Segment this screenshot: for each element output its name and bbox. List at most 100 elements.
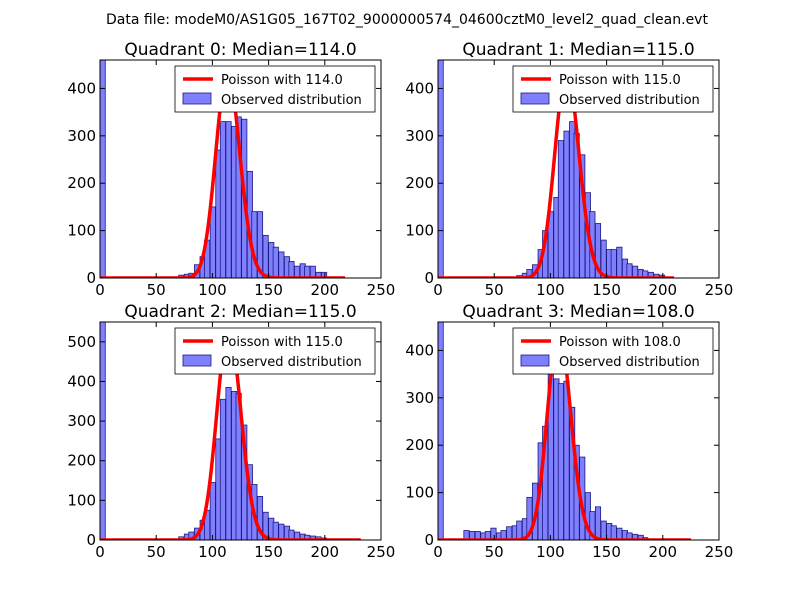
histogram-bar xyxy=(626,263,633,278)
histogram-bar xyxy=(262,234,269,278)
x-tick-label: 150 xyxy=(592,543,621,561)
y-tick-label: 0 xyxy=(86,531,96,549)
histogram-bar xyxy=(600,520,607,540)
histogram-bar xyxy=(272,246,279,278)
panel-0: Quadrant 0: Median=114.0 0 50 100 150 200 250 0… xyxy=(67,40,395,299)
x-tick-label: 150 xyxy=(254,543,283,561)
y-tick-label: 400 xyxy=(405,79,434,97)
legend-observed-swatch xyxy=(520,354,550,367)
legend-observed-label: Observed distribution xyxy=(221,93,362,108)
panel-1-legend: Poisson with 115.0 Observed distribution xyxy=(512,65,714,113)
poisson-curve xyxy=(438,70,675,278)
x-tick-label: 150 xyxy=(592,281,621,299)
histogram-bar xyxy=(100,60,106,278)
x-tick-label: 0 xyxy=(95,543,105,561)
x-tick-label: 250 xyxy=(367,281,396,299)
x-tick-label: 200 xyxy=(648,543,677,561)
x-tick-label: 250 xyxy=(705,543,734,561)
x-tick-label: 100 xyxy=(198,543,227,561)
histogram-bar xyxy=(557,383,564,540)
x-tick-label: 50 xyxy=(485,543,504,561)
histogram-bar xyxy=(438,60,444,278)
legend-poisson-label: Poisson with 115.0 xyxy=(559,73,681,88)
histogram-bar xyxy=(278,251,285,278)
y-tick-label: 200 xyxy=(67,452,96,470)
y-tick-label: 200 xyxy=(405,174,434,192)
x-tick-label: 0 xyxy=(433,543,443,561)
panel-3-title: Quadrant 3: Median=108.0 xyxy=(462,302,694,322)
x-tick-label: 0 xyxy=(95,281,105,299)
x-tick-label: 250 xyxy=(367,543,396,561)
histogram-bar xyxy=(594,506,602,540)
x-tick-label: 200 xyxy=(310,281,339,299)
x-tick-label: 100 xyxy=(536,281,565,299)
histogram-bar xyxy=(219,398,226,540)
histogram-bar xyxy=(288,261,295,278)
legend-observed-label: Observed distribution xyxy=(221,355,362,370)
y-tick-label: 0 xyxy=(424,269,434,287)
legend-observed-label: Observed distribution xyxy=(559,355,700,370)
legend-poisson-label: Poisson with 115.0 xyxy=(221,335,343,350)
panel-3: Quadrant 3: Median=108.0 0 50 100 150 200 250 0… xyxy=(405,302,733,561)
x-tick-label: 0 xyxy=(433,281,443,299)
panel-2-title: Quadrant 2: Median=115.0 xyxy=(124,302,356,322)
y-tick-label: 300 xyxy=(405,389,434,407)
panel-2: Quadrant 2: Median=115.0 0 50 100 150 200 250 0… xyxy=(67,302,395,561)
histogram-bar xyxy=(100,322,106,540)
panel-0-frame xyxy=(99,59,382,279)
y-tick-label: 0 xyxy=(424,531,434,549)
x-tick-label: 50 xyxy=(485,281,504,299)
histogram-bar xyxy=(516,520,523,540)
y-tick-label: 200 xyxy=(67,174,96,192)
panel-2-legend: Poisson with 115.0 Observed distribution xyxy=(174,327,376,375)
panel-1-title: Quadrant 1: Median=115.0 xyxy=(462,40,694,60)
histogram-bar xyxy=(610,249,617,278)
histogram-bar xyxy=(557,140,564,278)
panel-0-title: Quadrant 0: Median=114.0 xyxy=(124,40,356,60)
x-tick-label: 200 xyxy=(648,281,677,299)
histogram-bar xyxy=(225,121,232,278)
y-tick-label: 400 xyxy=(67,79,96,97)
legend-observed-swatch xyxy=(182,354,212,367)
histogram-bar xyxy=(438,322,444,540)
histogram-bar xyxy=(632,265,639,278)
histogram-bar xyxy=(616,527,623,540)
histogram-bar xyxy=(490,527,497,540)
histogram-bar xyxy=(616,246,623,278)
panel-1: Quadrant 1: Median=115.0 0 50 100 150 200 250 0… xyxy=(405,40,733,299)
panel-1-frame xyxy=(437,59,720,279)
x-tick-label: 150 xyxy=(254,281,283,299)
panel-3-legend: Poisson with 108.0 Observed distribution xyxy=(512,327,714,375)
legend-poisson-label: Poisson with 114.0 xyxy=(221,73,343,88)
y-tick-label: 100 xyxy=(405,222,434,240)
histogram-bar xyxy=(219,121,226,278)
x-tick-label: 50 xyxy=(147,281,166,299)
histogram-bar xyxy=(272,521,279,540)
panel-1-plot xyxy=(438,60,675,278)
legend-poisson-label: Poisson with 108.0 xyxy=(559,335,681,350)
legend-observed-swatch xyxy=(182,92,212,105)
y-tick-label: 300 xyxy=(67,127,96,145)
histogram-bar xyxy=(610,525,617,540)
x-tick-label: 250 xyxy=(705,281,734,299)
x-tick-label: 100 xyxy=(198,281,227,299)
histogram-bar xyxy=(294,265,301,278)
y-tick-label: 100 xyxy=(405,484,434,502)
y-tick-label: 300 xyxy=(67,412,96,430)
histogram-bar xyxy=(506,526,513,540)
y-tick-label: 300 xyxy=(405,127,434,145)
y-tick-label: 400 xyxy=(67,372,96,390)
panel-2-frame xyxy=(99,321,382,541)
y-tick-label: 100 xyxy=(67,491,96,509)
x-tick-label: 50 xyxy=(147,543,166,561)
legend-observed-swatch xyxy=(520,92,550,105)
histogram-bar xyxy=(309,265,316,278)
legend-observed-label: Observed distribution xyxy=(559,93,700,108)
histogram-bar xyxy=(209,482,216,540)
panel-3-frame xyxy=(437,321,720,541)
histogram-bar xyxy=(278,523,285,540)
x-tick-label: 100 xyxy=(536,543,565,561)
y-tick-label: 100 xyxy=(67,222,96,240)
histogram-bar xyxy=(563,130,570,278)
